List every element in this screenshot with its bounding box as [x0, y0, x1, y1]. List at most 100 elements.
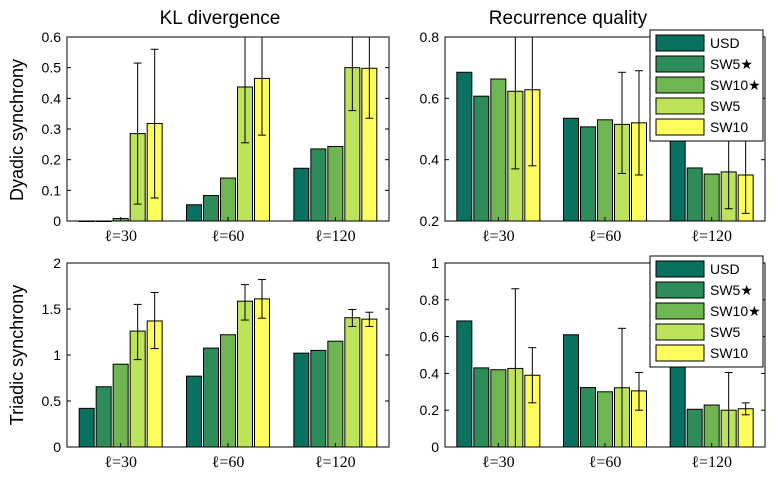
bar: [95, 386, 112, 448]
x-tick-label: ℓ=120: [691, 228, 732, 245]
y-tick-label: 0.6: [42, 29, 62, 45]
bar: [220, 334, 236, 448]
bar: [203, 347, 219, 448]
bar: [669, 136, 686, 222]
legend-label: USD: [710, 261, 740, 277]
bar: [490, 369, 507, 448]
bar: [310, 148, 327, 222]
bar: [686, 167, 703, 222]
y-tick-label: 0.4: [42, 90, 62, 106]
legend-label: SW10: [710, 119, 748, 135]
panel-triadic-rq: 0 0.2 0.4 0.6 0.8 1 ℓ=30 ℓ=60 ℓ=120 USD SW5★ SW10★ S…: [420, 255, 766, 471]
legend-swatch: [655, 76, 705, 94]
y-tick-label: 0.2: [42, 152, 62, 168]
x-tick-label: ℓ=60: [212, 228, 245, 245]
bar: [456, 71, 473, 222]
x-tick-label: ℓ=30: [104, 228, 137, 245]
x-tick-label: ℓ=60: [589, 454, 622, 471]
x-tick-label: ℓ=120: [315, 228, 356, 245]
bar: [293, 167, 310, 222]
y-tick-label: 0.6: [420, 329, 440, 345]
panel-dyadic-rq: 0.2 0.4 0.6 0.8 ℓ=30 ℓ=60 ℓ=120 USD SW5★ SW10★ SW5…: [420, 29, 766, 245]
legend-swatch: [655, 260, 705, 278]
legend-swatch: [655, 302, 705, 320]
y-tick-label: 0.8: [420, 29, 440, 45]
panel-triadic-kl: 0 0.5 1 1.5 2 ℓ=30 ℓ=60 ℓ=120: [42, 255, 390, 471]
bar: [254, 298, 270, 448]
bar: [563, 117, 579, 222]
row-label-triadic: Triadic synchrony: [7, 285, 27, 425]
x-tick-label: ℓ=30: [104, 454, 137, 471]
legend-label: SW10★: [710, 77, 761, 93]
bar: [703, 173, 720, 222]
row-label-dyadic: Dyadic synchrony: [7, 59, 27, 201]
bar: [597, 119, 613, 222]
chart-panels: 00.10.20.30.40.50.6ℓ=30 ℓ=60 ℓ=1200.20.40.…: [42, 29, 766, 471]
y-tick-label: 0.1: [42, 182, 62, 198]
panel-dyadic-kl: 0 0.1 0.2 0.3 0.4 0.5 0.6 ℓ=30 ℓ=60 ℓ=120: [42, 29, 390, 245]
legend-swatch: [655, 323, 705, 341]
y-tick-label: 0.6: [420, 90, 440, 106]
col-title-rq: Recurrence quality: [489, 8, 648, 29]
bar: [112, 363, 129, 448]
x-tick-label: ℓ=120: [691, 454, 732, 471]
bar: [237, 300, 253, 448]
legend-swatch: [655, 281, 705, 299]
y-tick-label: 0.8: [420, 292, 440, 308]
bar: [473, 367, 490, 448]
bar: [220, 177, 236, 222]
legend-label: SW10: [710, 345, 748, 361]
legend-label: SW5: [710, 324, 741, 340]
y-tick-label: 0.4: [420, 365, 440, 381]
legend-swatch: [655, 118, 705, 136]
y-tick-label: 0: [431, 439, 439, 455]
bar: [327, 340, 344, 448]
bar: [361, 318, 378, 448]
y-tick-label: 1.5: [42, 301, 62, 317]
bar: [78, 220, 95, 222]
bar: [78, 407, 95, 448]
y-tick-label: 0.4: [420, 152, 440, 168]
bar: [456, 320, 473, 448]
x-tick-label: ℓ=60: [589, 228, 622, 245]
y-tick-label: 0.5: [42, 60, 62, 76]
legend-label: SW10★: [710, 303, 761, 319]
col-title-kl: KL divergence: [160, 8, 281, 29]
legend-swatch: [655, 97, 705, 115]
legend-swatch: [655, 55, 705, 73]
bar: [310, 349, 327, 448]
bar: [686, 408, 703, 448]
bar: [473, 95, 490, 222]
bar: [327, 145, 344, 222]
x-tick-label: ℓ=30: [482, 454, 515, 471]
y-tick-label: 0.3: [42, 121, 62, 137]
bar: [597, 391, 613, 448]
x-tick-label: ℓ=30: [482, 228, 515, 245]
y-tick-label: 0: [53, 213, 61, 229]
legend-label: SW5★: [710, 56, 753, 72]
x-tick-label: ℓ=120: [315, 454, 356, 471]
legend-label: USD: [710, 35, 740, 51]
bar: [703, 404, 720, 448]
x-tick-label: ℓ=60: [212, 454, 245, 471]
y-tick-label: 0.2: [420, 402, 440, 418]
y-tick-label: 1: [53, 347, 61, 363]
bar: [203, 195, 219, 222]
y-tick-label: 0: [53, 439, 61, 455]
y-tick-label: 1: [431, 255, 439, 271]
bar: [490, 78, 507, 222]
y-tick-label: 0.2: [420, 213, 440, 229]
legend-swatch: [655, 344, 705, 362]
bar: [293, 352, 310, 448]
bar: [344, 317, 361, 448]
bar: [580, 387, 596, 448]
legend-swatch: [655, 34, 705, 52]
bar: [186, 204, 202, 222]
bar: [95, 220, 112, 222]
legend-label: SW5: [710, 98, 741, 114]
bar: [186, 375, 202, 448]
y-tick-label: 2: [53, 255, 61, 271]
bar: [580, 126, 596, 222]
bar: [563, 334, 579, 448]
